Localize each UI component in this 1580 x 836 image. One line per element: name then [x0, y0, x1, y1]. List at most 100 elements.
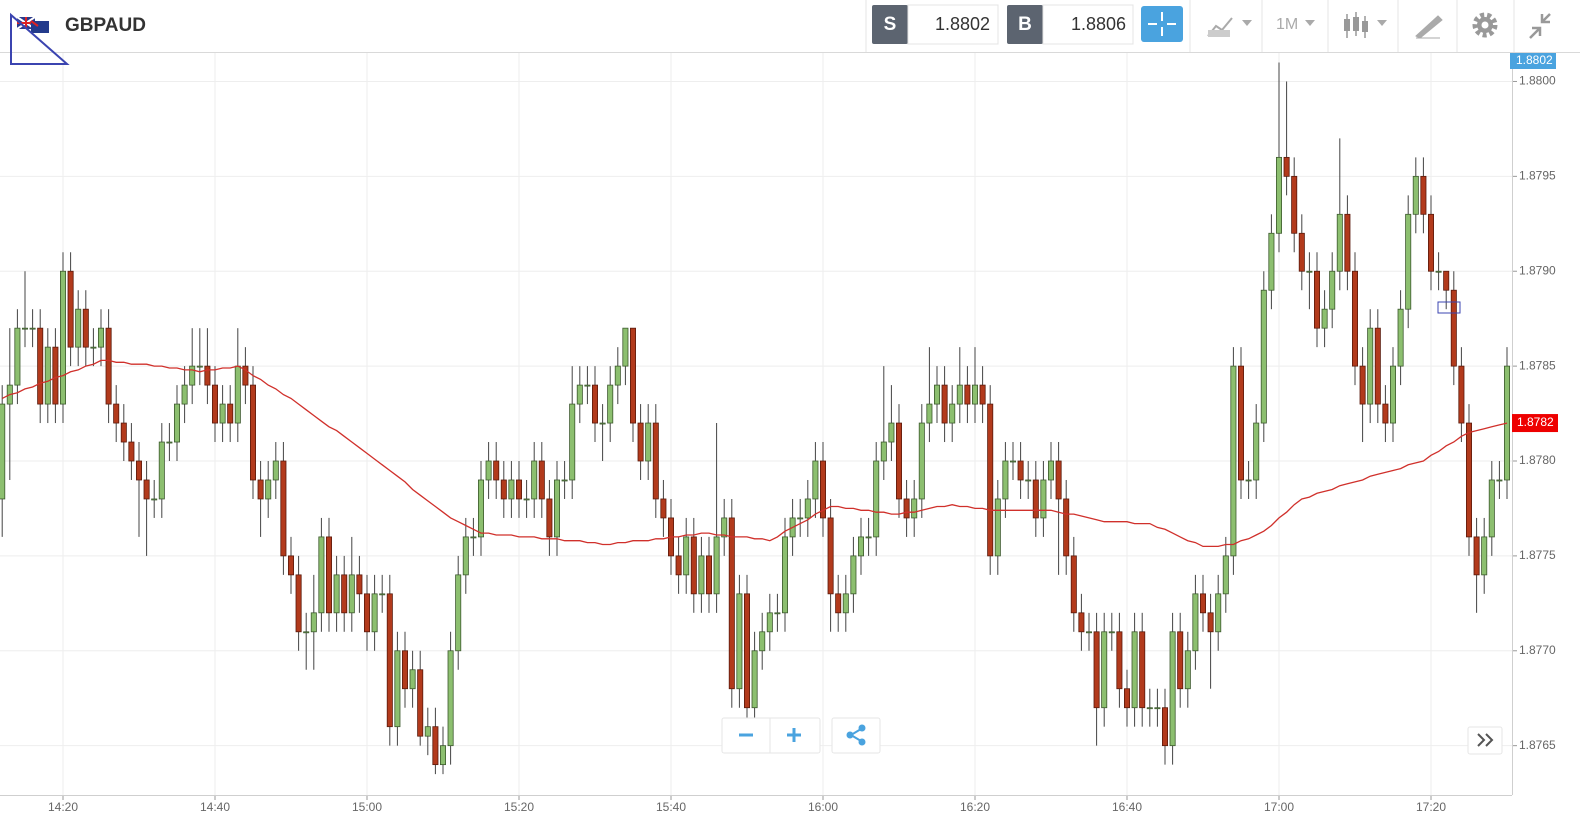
candle-body	[37, 327, 44, 405]
candle-body	[477, 479, 484, 538]
candle-body	[409, 669, 416, 690]
sell-price-box[interactable]	[907, 4, 999, 45]
x-tick-label: 14:40	[200, 800, 230, 814]
candle-body	[880, 441, 887, 462]
y-tick-label: 1.8790	[1519, 263, 1556, 277]
candle-body	[607, 384, 614, 424]
candle-body	[1344, 213, 1351, 272]
candle-body	[1382, 403, 1389, 424]
zoom-in[interactable]	[787, 728, 801, 742]
candle-body	[189, 365, 196, 386]
candle-body	[325, 536, 332, 614]
candle-body	[386, 593, 393, 728]
candle-body	[318, 536, 325, 614]
y-tick-label: 1.8795	[1519, 169, 1556, 183]
candle-body	[1131, 631, 1138, 709]
candle-body	[736, 593, 743, 690]
candle-body	[804, 498, 811, 519]
candle-body	[1230, 365, 1237, 557]
candle-body	[462, 536, 469, 576]
candle-body	[987, 403, 994, 557]
candle-body	[1169, 631, 1176, 747]
zoom-box	[721, 717, 821, 754]
candle-body	[143, 479, 150, 500]
candle-body	[1192, 593, 1199, 652]
scroll-end-button[interactable]	[1467, 726, 1503, 755]
crosshair-button[interactable]	[1141, 6, 1183, 42]
candle-body	[690, 536, 697, 595]
candle-body	[561, 479, 568, 482]
candle-body	[447, 650, 454, 747]
y-tick-label: 1.8775	[1519, 548, 1556, 562]
buy-price-box[interactable]	[1042, 4, 1134, 45]
candle-body	[1078, 612, 1085, 633]
candle-body	[797, 517, 804, 520]
share-box[interactable]	[831, 717, 881, 754]
candle-body	[934, 384, 941, 405]
candle-body	[1473, 536, 1480, 576]
candle-body	[1352, 270, 1359, 367]
candle-body	[60, 270, 67, 405]
candle-body	[98, 327, 105, 348]
ma-price-tag	[1512, 414, 1558, 433]
scroll-end-icon	[1477, 733, 1494, 747]
candle-body	[1283, 156, 1290, 177]
collapse-icon[interactable]	[1529, 13, 1551, 39]
candle-body	[949, 403, 956, 424]
candle-body	[1245, 479, 1252, 482]
candle-body	[713, 536, 720, 595]
candle-body	[706, 555, 713, 595]
share-dot	[858, 738, 866, 746]
candle-body	[1207, 612, 1214, 633]
candle-body	[1238, 365, 1245, 481]
candle-body	[1466, 422, 1473, 538]
candle-body	[1390, 365, 1397, 424]
candle-body	[1010, 460, 1017, 463]
candle-body	[858, 536, 865, 557]
settings-button[interactable]	[1472, 12, 1498, 38]
candle-body	[888, 422, 895, 443]
timeframe[interactable]: 1M	[1276, 16, 1298, 33]
candle-body	[211, 384, 218, 424]
candle-body	[1359, 365, 1366, 405]
candle-body	[52, 346, 59, 405]
candle-body	[1139, 631, 1146, 709]
x-tick-label: 16:00	[808, 800, 838, 814]
candle-body	[728, 517, 735, 690]
buy-button[interactable]	[1007, 5, 1043, 44]
candle-body	[21, 327, 28, 330]
candle-body	[1268, 232, 1275, 291]
candle-body	[1291, 175, 1298, 234]
candle-body	[500, 479, 507, 500]
draw-tool-icon[interactable]	[1415, 15, 1443, 39]
candle-body	[1032, 479, 1039, 519]
candle-body	[941, 384, 948, 424]
candle-body	[1306, 270, 1313, 273]
chart-type-button[interactable]	[1207, 17, 1252, 37]
toolbar: GBPAUD S 1.8802 B 1.8806 1M	[0, 0, 1580, 65]
candle-body	[759, 631, 766, 652]
share-dot	[846, 731, 854, 739]
candle-body	[75, 308, 82, 348]
drawing-triangle	[10, 12, 70, 65]
candle-body	[592, 384, 599, 424]
gear-teeth	[1472, 12, 1498, 38]
ma-price-label: 1.8782	[1517, 415, 1554, 429]
candle-type-button[interactable]	[1344, 12, 1387, 38]
candle-body	[1048, 460, 1055, 481]
candle-body	[1055, 460, 1062, 500]
y-tick-label: 1.8800	[1519, 74, 1556, 88]
candle-body	[637, 422, 644, 462]
candle-body	[896, 422, 903, 500]
share-dot	[858, 724, 866, 732]
flag-icon	[16, 16, 49, 33]
candle-icon	[1353, 17, 1359, 31]
candle-body	[918, 422, 925, 500]
candle-body	[873, 460, 880, 538]
sell-button[interactable]	[872, 5, 908, 44]
candle-body	[1002, 460, 1009, 500]
x-tick-label: 15:40	[656, 800, 686, 814]
crosshair-icon	[1148, 12, 1176, 36]
candle-body	[835, 593, 842, 614]
